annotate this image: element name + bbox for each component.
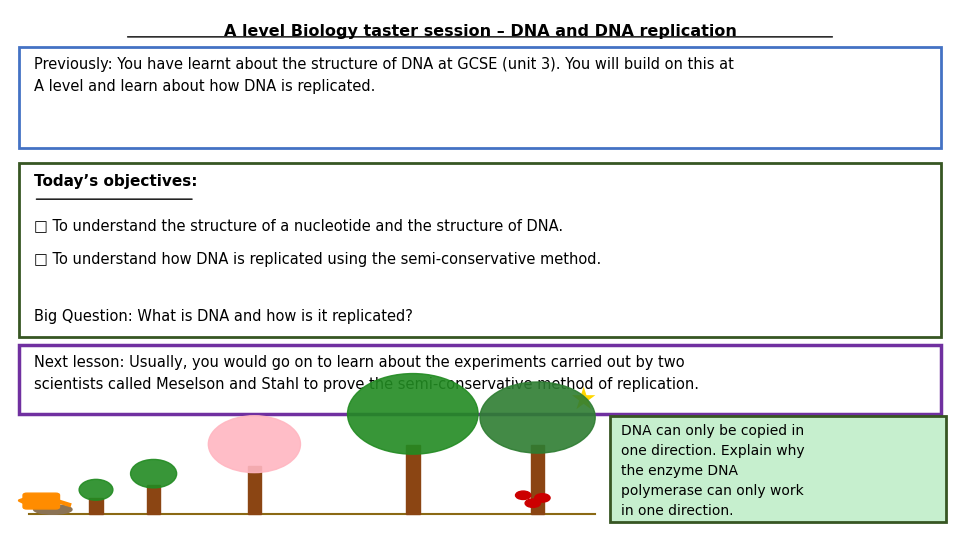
Text: □ To understand the structure of a nucleotide and the structure of DNA.: □ To understand the structure of a nucle… xyxy=(34,219,563,234)
Bar xyxy=(89,498,103,514)
Circle shape xyxy=(525,499,540,508)
Text: A level Biology taster session – DNA and DNA replication: A level Biology taster session – DNA and… xyxy=(224,24,736,39)
Text: ★: ★ xyxy=(569,386,596,415)
Bar xyxy=(248,466,261,514)
FancyBboxPatch shape xyxy=(23,493,60,509)
Text: Today’s objectives:: Today’s objectives: xyxy=(34,174,197,189)
Text: Big Question: What is DNA and how is it replicated?: Big Question: What is DNA and how is it … xyxy=(34,309,413,324)
Text: DNA can only be copied in
one direction. Explain why
the enzyme DNA
polymerase c: DNA can only be copied in one direction.… xyxy=(621,424,804,518)
Ellipse shape xyxy=(34,505,72,514)
Circle shape xyxy=(516,491,531,500)
Bar xyxy=(531,445,544,514)
FancyBboxPatch shape xyxy=(610,416,946,522)
Ellipse shape xyxy=(348,374,478,454)
Text: Next lesson: Usually, you would go on to learn about the experiments carried out: Next lesson: Usually, you would go on to… xyxy=(34,355,699,392)
Ellipse shape xyxy=(480,382,595,453)
Text: □ To understand how DNA is replicated using the semi-conservative method.: □ To understand how DNA is replicated us… xyxy=(34,252,601,267)
Circle shape xyxy=(535,494,550,502)
Ellipse shape xyxy=(208,416,300,472)
FancyBboxPatch shape xyxy=(19,48,941,147)
Bar xyxy=(147,485,160,514)
Ellipse shape xyxy=(131,460,177,488)
FancyBboxPatch shape xyxy=(19,163,941,337)
Bar xyxy=(406,445,420,514)
Text: Previously: You have learnt about the structure of DNA at GCSE (unit 3). You wil: Previously: You have learnt about the st… xyxy=(34,57,733,94)
FancyBboxPatch shape xyxy=(19,345,941,414)
Ellipse shape xyxy=(79,480,113,500)
